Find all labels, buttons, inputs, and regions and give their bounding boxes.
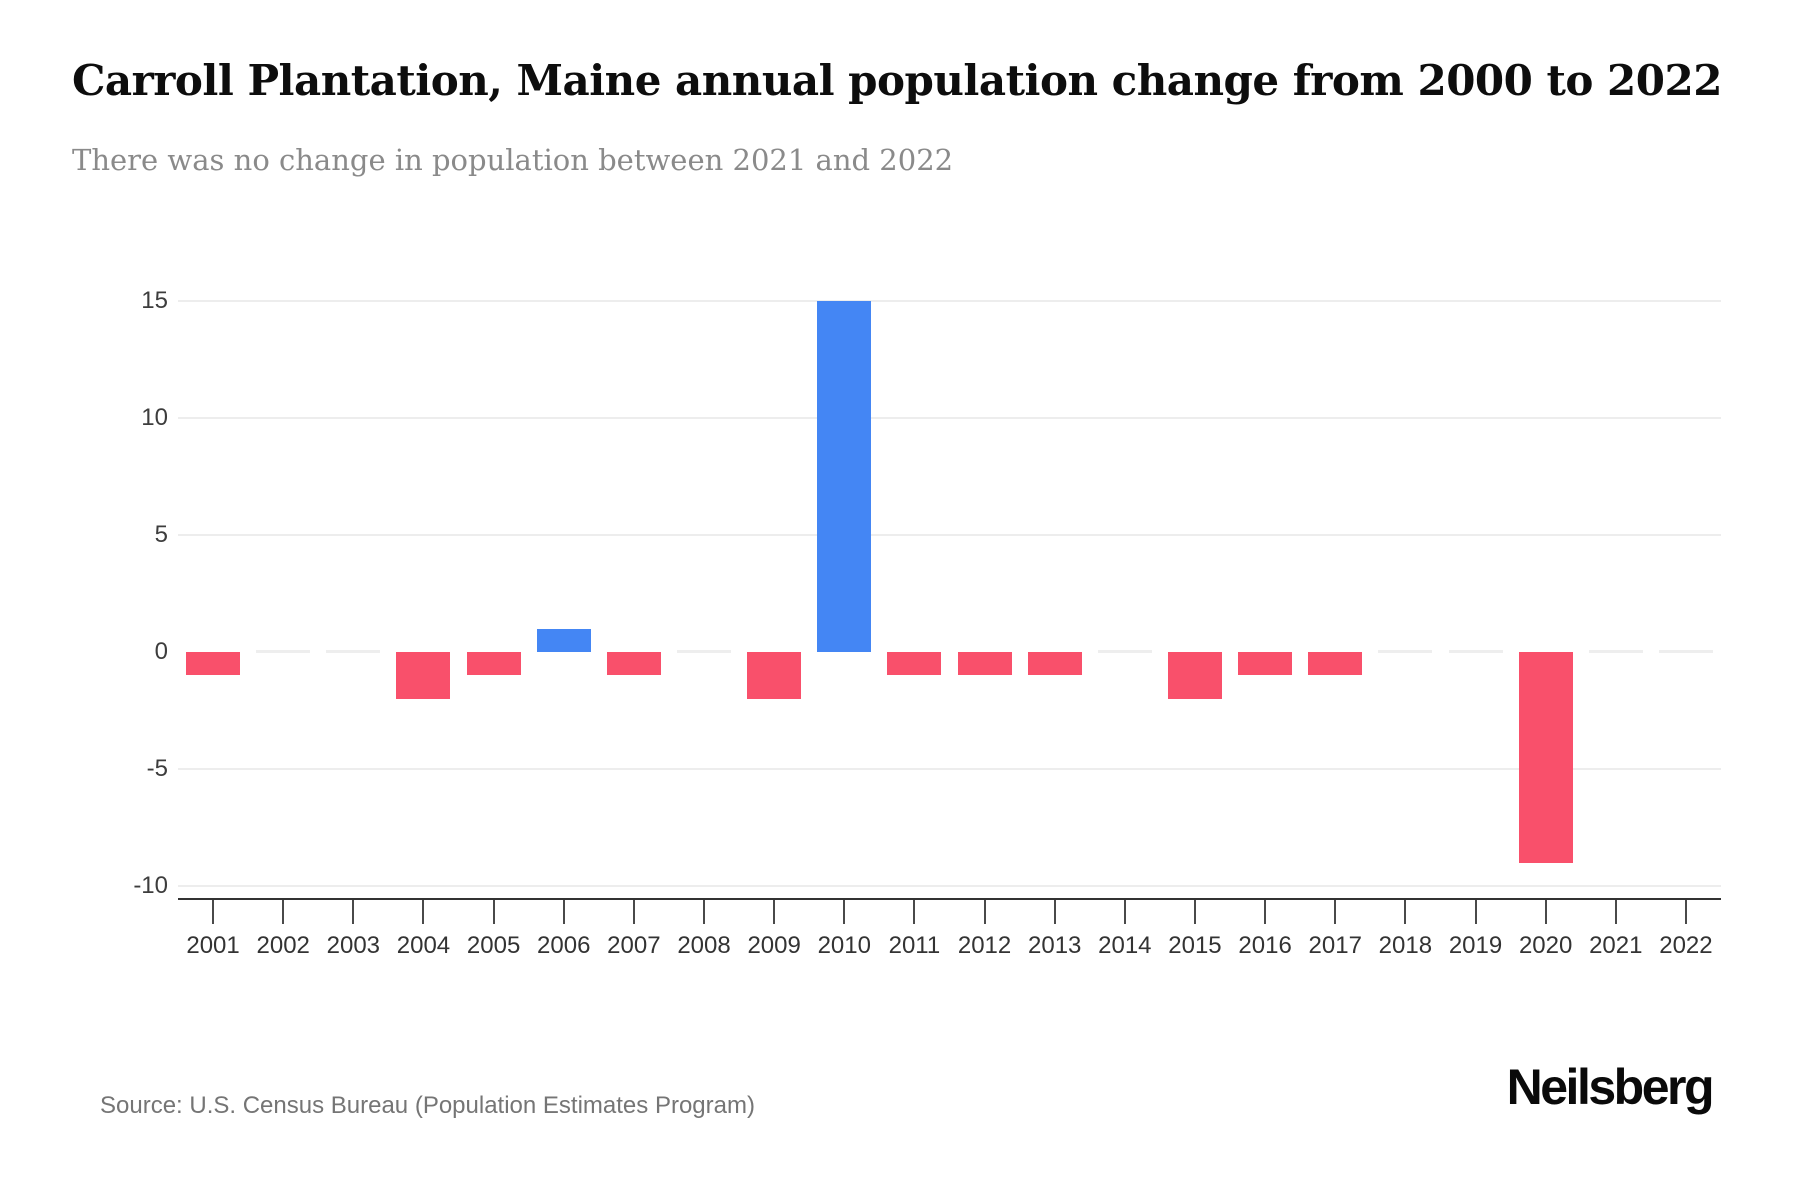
x-axis-tick-2022 [1684,898,1687,924]
bar-2017[interactable] [1308,652,1363,676]
bar-2010[interactable] [817,301,872,652]
bar-2009[interactable] [747,652,802,699]
x-axis-tick-2004 [422,898,425,924]
x-axis-tick-2007 [632,898,635,924]
x-axis-label-2010: 2010 [817,932,871,959]
x-axis-label-2018: 2018 [1378,932,1433,959]
x-axis-tick-2001 [212,898,215,924]
x-axis-label-2012: 2012 [957,932,1012,959]
brand-logo[interactable]: Neilsberg [1506,1059,1715,1115]
y-axis-label-5: 5 [154,521,168,548]
gridline-y-10 [178,417,1721,419]
x-axis-label-2016: 2016 [1238,932,1292,959]
x-axis-tick-2009 [773,898,776,924]
x-axis-tick-2014 [1123,898,1126,924]
zero-marker-2022 [1658,650,1713,653]
bar-2004[interactable] [396,652,451,699]
x-axis-label-2004: 2004 [396,932,451,959]
x-axis-label-2002: 2002 [256,932,310,959]
zero-marker-2021 [1588,650,1643,653]
x-axis-tick-2010 [843,898,846,924]
bar-2016[interactable] [1238,652,1293,676]
x-axis-tick-2012 [983,898,986,924]
x-axis-label-2006: 2006 [537,932,591,959]
x-axis-label-2020: 2020 [1518,932,1573,959]
bar-2006[interactable] [536,628,591,652]
bar-2020[interactable] [1518,652,1573,863]
x-axis-tick-2013 [1053,898,1056,924]
bar-2012[interactable] [957,652,1012,676]
bar-2013[interactable] [1027,652,1082,676]
y-axis-label--5: -5 [146,755,168,782]
zero-marker-2002 [256,650,311,653]
x-axis-label-2013: 2013 [1028,932,1082,959]
source-note: Source: U.S. Census Bureau (Population E… [100,1092,755,1119]
gridline-y-5 [178,534,1721,536]
x-axis-tick-2019 [1474,898,1477,924]
x-axis-label-2001: 2001 [186,932,240,959]
bar-2007[interactable] [606,652,661,676]
x-axis-label-2021: 2021 [1589,932,1643,959]
bar-2005[interactable] [466,652,521,676]
x-axis-tick-2005 [492,898,495,924]
x-axis-tick-2006 [562,898,565,924]
x-axis-tick-2017 [1334,898,1337,924]
x-axis-label-2015: 2015 [1168,932,1222,959]
x-axis-tick-2018 [1404,898,1407,924]
gridline-y--10 [178,885,1721,887]
x-axis-label-2007: 2007 [607,932,661,959]
zero-marker-2008 [677,650,732,653]
bar-2001[interactable] [186,652,241,676]
gridline-y--5 [178,768,1721,770]
x-axis-label-2008: 2008 [677,932,731,959]
x-axis-label-2011: 2011 [888,932,941,959]
x-axis-line [178,898,1721,900]
plot-area: 15 10 5 0 -5 -10 2001 2002 2003 2004 2005 2006 2007 2… [133,287,1721,959]
page-subtitle: There was no change in population betwee… [72,143,954,177]
x-axis-label-2003: 2003 [326,932,381,959]
gridline-y-15 [178,300,1721,302]
x-axis-tick-2003 [352,898,355,924]
x-axis-tick-2020 [1544,898,1547,924]
x-axis-tick-2002 [282,898,285,924]
x-axis-label-2019: 2019 [1448,932,1503,959]
y-axis-label-15: 15 [141,287,168,314]
y-axis-label-10: 10 [141,404,168,431]
y-axis-label-0: 0 [154,638,168,665]
x-axis-tick-2011 [913,898,916,924]
bar-2015[interactable] [1167,652,1222,699]
x-axis-tick-2016 [1264,898,1267,924]
x-axis-tick-2008 [703,898,706,924]
zero-marker-2003 [326,650,381,653]
x-axis-label-2017: 2017 [1308,932,1362,959]
x-axis-label-2014: 2014 [1098,932,1152,959]
x-axis-tick-2021 [1614,898,1617,924]
page-title: Carroll Plantation, Maine annual populat… [72,56,1722,105]
zero-marker-2014 [1097,650,1152,653]
x-axis-label-2022: 2022 [1659,932,1713,959]
x-axis-tick-2015 [1193,898,1196,924]
zero-marker-2019 [1448,650,1503,653]
y-axis-label--10: -10 [133,872,168,899]
x-axis-label-2005: 2005 [466,932,521,959]
bar-2011[interactable] [887,652,942,676]
zero-marker-2018 [1378,650,1433,653]
x-axis-label-2009: 2009 [747,932,801,959]
